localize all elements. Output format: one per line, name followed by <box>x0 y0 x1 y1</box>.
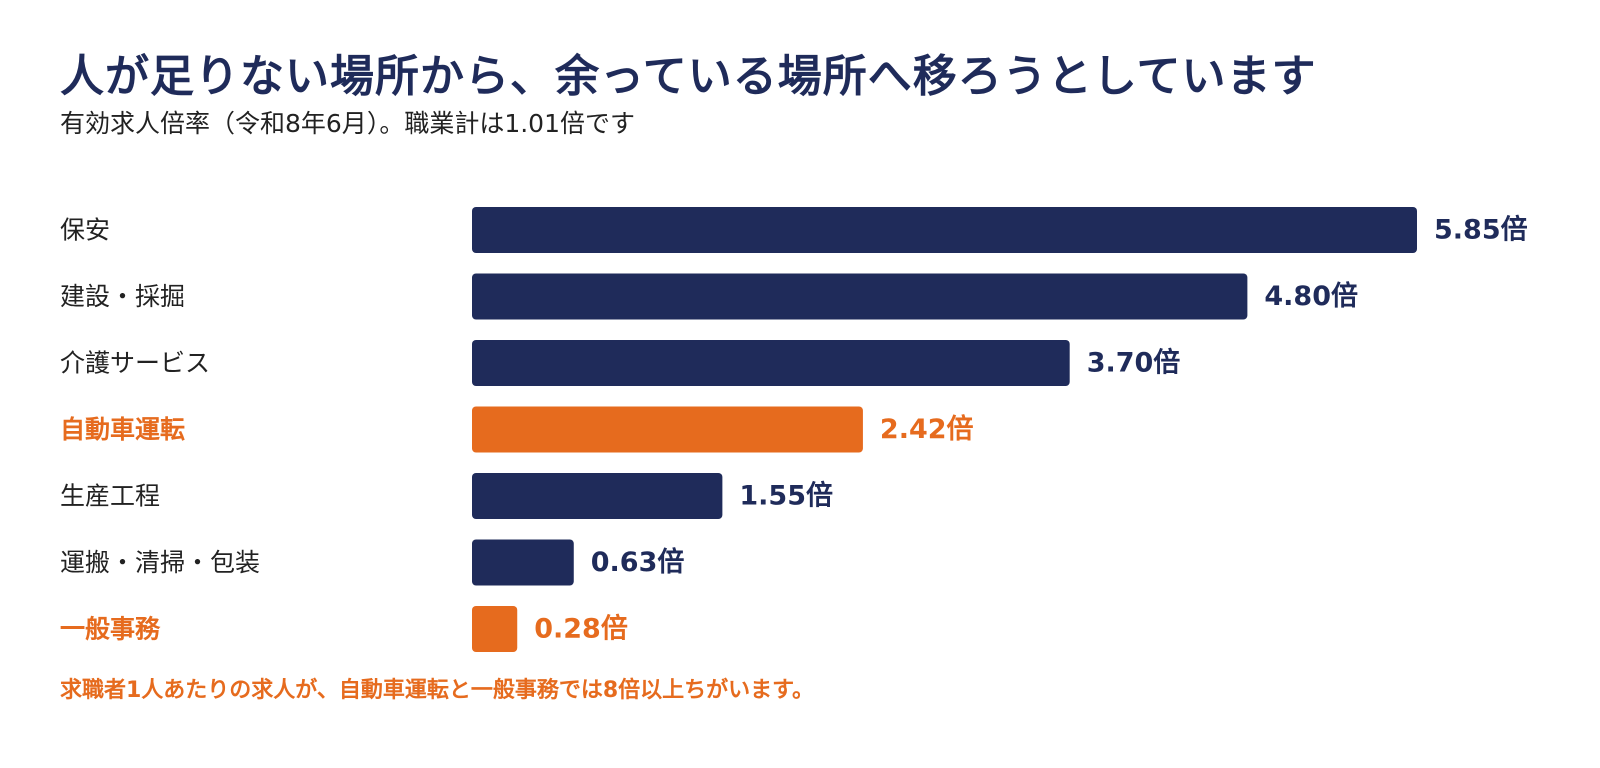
value-label: 3.70倍 <box>1087 347 1181 379</box>
category-label: 運搬・清掃・包装 <box>60 548 260 577</box>
bar <box>472 473 723 519</box>
category-label: 一般事務 <box>60 615 161 644</box>
value-label: 5.85倍 <box>1434 214 1528 246</box>
value-label: 2.42倍 <box>880 413 974 445</box>
bar <box>472 606 518 652</box>
bar <box>472 207 1417 253</box>
bar <box>472 340 1070 386</box>
category-label: 自動車運転 <box>60 415 185 444</box>
bar <box>472 273 1248 320</box>
value-label: 4.80倍 <box>1264 280 1358 312</box>
category-label: 建設・採掘 <box>60 282 185 311</box>
bar <box>472 539 574 586</box>
category-label: 保安 <box>60 216 110 245</box>
value-label: 0.28倍 <box>534 613 628 645</box>
footnote: 求職者1人あたりの求人が、自動車運転と一般事務では8倍以上ちがいます。 <box>60 678 814 703</box>
category-label: 介護サービス <box>60 349 210 378</box>
value-label: 0.63倍 <box>591 546 685 578</box>
value-label: 1.55倍 <box>739 480 833 512</box>
bar <box>472 406 863 453</box>
chart-title: 人が足りない場所から、余っている場所へ移ろうとしています <box>60 51 1317 102</box>
category-label: 生産工程 <box>60 482 160 511</box>
chart-subtitle: 有効求人倍率（令和8年6月）。職業計は1.01倍です <box>60 109 635 138</box>
